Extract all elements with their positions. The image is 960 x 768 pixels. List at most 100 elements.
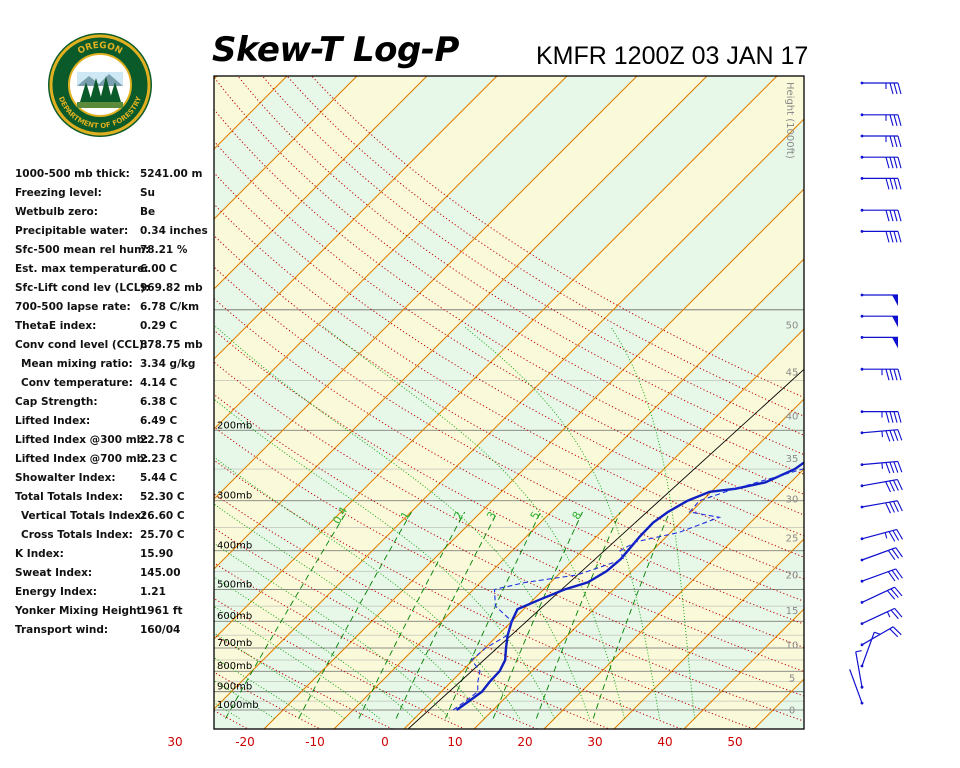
wind-barb: [860, 113, 902, 126]
index-label: Cap Strength:: [15, 396, 98, 408]
isotherm-line: [333, 258, 804, 729]
wind-barb-full: [894, 608, 903, 618]
index-value: 6.38 C: [140, 396, 178, 408]
wind-barb-full: [885, 430, 891, 442]
wind-barb: [860, 547, 903, 562]
wind-barb-full: [890, 609, 899, 620]
moist-adiabat-line: [214, 398, 555, 719]
wind-barb-base: [860, 701, 864, 705]
wind-barb-flag: [892, 295, 898, 306]
index-value: 6.78 C/km: [140, 301, 200, 313]
isotherm-line: [403, 328, 804, 729]
index-label: Lifted Index:: [15, 415, 91, 427]
mixing-ratio-line: [395, 511, 498, 719]
wind-barb-staff: [861, 547, 897, 561]
index-label: Wetbulb zero:: [15, 206, 98, 218]
x-tick-label: 30: [587, 735, 602, 749]
wind-barb: [860, 460, 903, 474]
index-row: Showalter Index: 5.44 C: [15, 472, 215, 491]
x-tick-label: 50: [727, 735, 742, 749]
mixing-ratio-line: [535, 511, 621, 719]
index-label: Mean mixing ratio:: [21, 358, 133, 370]
index-row: Mean mixing ratio: 3.34 g/kg: [15, 358, 215, 377]
wind-barb-base: [860, 463, 864, 466]
isotherm-line: [543, 468, 804, 729]
wind-barb: [860, 528, 903, 542]
index-row: 1000-500 mb thick: 5241.00 m: [15, 168, 215, 187]
isotherm-band: [804, 56, 960, 749]
wind-barb: [860, 155, 902, 169]
wind-barb-full: [896, 529, 903, 540]
height-tick-label: 40: [786, 412, 799, 423]
wind-barb-full: [893, 411, 898, 423]
wind-barb-full: [889, 461, 895, 474]
wind-barb-full: [885, 502, 891, 514]
index-value: 5.44 C: [140, 472, 178, 484]
moist-adiabat-line: [0, 326, 205, 718]
wind-barb: [860, 478, 903, 493]
wind-barb: [860, 293, 898, 306]
isotherm-line: [214, 76, 358, 220]
wind-barb-half: [881, 431, 883, 438]
index-row: ThetaE index: 0.29 C: [15, 320, 215, 339]
index-value: 160/04: [140, 624, 181, 636]
wind-barb-base: [860, 685, 864, 689]
wind-barb-full: [888, 531, 896, 542]
wind-barb-full: [889, 480, 895, 492]
wind-barb-full: [897, 411, 902, 423]
index-row: Sfc-500 mean rel hum: 78.21 %: [15, 244, 215, 263]
wind-barb-full: [885, 369, 890, 381]
isotherm-line: [214, 76, 498, 360]
x-tick-label: 0: [381, 735, 389, 749]
wind-barb-staff: [861, 586, 895, 603]
wind-barb: [860, 607, 903, 625]
wind-barb-base: [860, 81, 864, 85]
wind-barb-full: [885, 210, 890, 222]
index-value: 6.00 C: [140, 263, 178, 275]
index-row: Lifted Index: 6.49 C: [15, 415, 215, 434]
index-label: Cross Totals Index:: [21, 529, 133, 541]
wind-barb-full: [895, 547, 903, 558]
wind-barb-full: [893, 461, 899, 473]
index-value: 3.34 g/kg: [140, 358, 196, 370]
height-tick-label: 10: [786, 641, 799, 652]
dry-adiabat-line: [261, 76, 804, 436]
index-row: Sfc-Lift cond lev (LCL): 969.82 mb: [15, 282, 215, 301]
wind-barb-full: [889, 210, 894, 222]
wind-barb-full: [893, 501, 899, 512]
wind-barb-full: [889, 114, 894, 126]
wind-barb-base: [860, 505, 864, 509]
wind-barb-staff: [861, 478, 898, 487]
isotherm-line: [214, 76, 708, 570]
dry-adiabat-line: [214, 493, 683, 729]
wind-barb: [860, 410, 902, 423]
index-label: Total Totals Index:: [15, 491, 123, 503]
wind-barb-column: [849, 81, 903, 705]
wind-barb-full: [889, 369, 894, 381]
wind-barb-full: [894, 586, 903, 597]
wind-barb-full: [885, 411, 890, 423]
index-row: Lifted Index @300 mb: 22.78 C: [15, 434, 215, 453]
index-label: Freezing level:: [15, 187, 102, 199]
wind-barb-staff: [861, 528, 897, 540]
index-value: 52.30 C: [140, 491, 185, 503]
wind-barb-staff: [861, 607, 895, 625]
plot-frame: [213, 75, 805, 730]
wind-barb-half: [884, 532, 888, 539]
mixing-ratio-line: [225, 511, 347, 719]
wind-barb: [849, 669, 864, 705]
wind-barb-full: [889, 82, 894, 95]
wind-barb-full: [897, 178, 902, 190]
wind-barb: [860, 81, 902, 95]
svg-text:OREGON: OREGON: [76, 41, 124, 57]
wind-barb-staff: [849, 669, 863, 704]
wind-barb-base: [860, 208, 864, 212]
height-tick-label: 35: [786, 454, 799, 465]
index-value: 78.21 %: [140, 244, 188, 256]
wind-barb-full: [887, 550, 896, 561]
wind-barb-base: [860, 134, 864, 138]
index-row: Transport wind: 160/04: [15, 624, 215, 643]
x-tick-label: -10: [305, 735, 325, 749]
index-label: Sweat Index:: [15, 567, 93, 579]
wind-barb-full: [893, 82, 898, 95]
